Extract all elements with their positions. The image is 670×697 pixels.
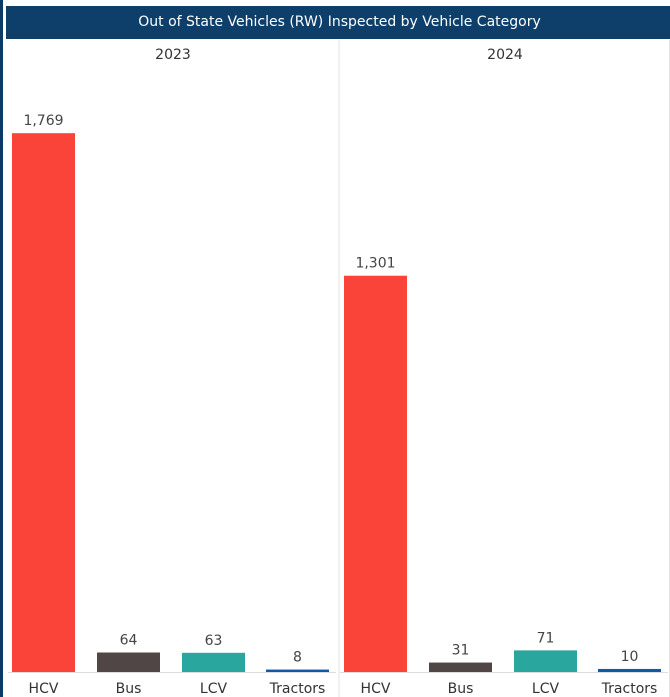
panel-2023-value-label-bus: 64 (120, 633, 138, 649)
panel-2024-bar-lcv[interactable] (514, 650, 577, 672)
panel-2024-tick-label-tractors: Tractors (601, 681, 658, 697)
panel-2024-tick-label-hcv: HCV (361, 681, 391, 697)
panel-2023-bar-tractors[interactable] (266, 669, 329, 672)
panel-2023-value-label-tractors: 8 (293, 650, 302, 666)
panel-2024-tick-label-lcv: LCV (532, 681, 560, 697)
panel-2024-bar-bus[interactable] (429, 662, 492, 672)
panel-2023-tick-label-hcv: HCV (29, 681, 59, 697)
panel-2024-value-label-lcv: 71 (537, 630, 555, 646)
panel-2023-tick-label-tractors: Tractors (269, 681, 326, 697)
panel-2024-header: 2024 (487, 47, 523, 63)
panel-2024-tick-label-bus: Bus (448, 681, 474, 697)
panel-2024-value-label-hcv: 1,301 (355, 256, 395, 272)
panel-2023-value-label-lcv: 63 (205, 633, 223, 649)
panel-2023-header: 2023 (155, 47, 191, 63)
panel-2023-tick-label-bus: Bus (116, 681, 142, 697)
chart-title: Out of State Vehicles (RW) Inspected by … (6, 6, 670, 39)
panel-2023-value-label-hcv: 1,769 (23, 113, 63, 129)
panel-2023-tick-label-lcv: LCV (200, 681, 228, 697)
panel-2023-bar-hcv[interactable] (12, 133, 75, 672)
panel-2023-bar-lcv[interactable] (182, 652, 245, 672)
panel-2023-bar-bus[interactable] (97, 652, 160, 672)
panel-2024-bar-tractors[interactable] (598, 668, 661, 672)
panel-2024-value-label-bus: 31 (452, 643, 470, 659)
panel-2024-value-label-tractors: 10 (621, 649, 639, 665)
panel-2024-bar-hcv[interactable] (344, 275, 407, 672)
